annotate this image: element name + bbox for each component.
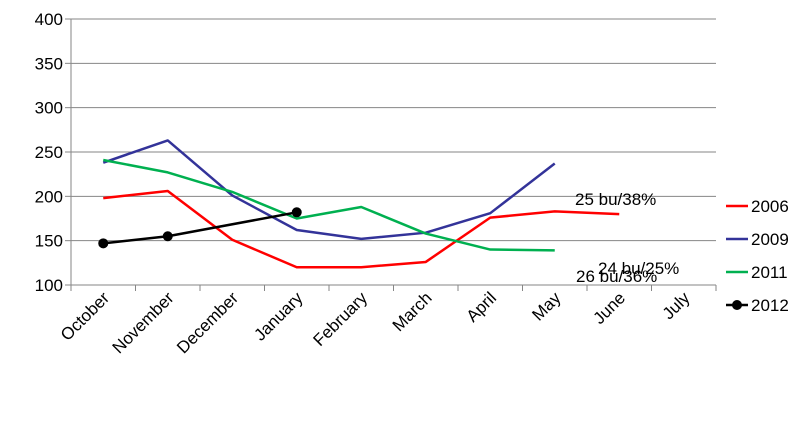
legend-label-2006: 2006 (751, 197, 789, 216)
y-tick-label: 350 (35, 54, 63, 73)
annotation-2006: 24 bu/25% (598, 259, 679, 278)
y-axis-ticks: 100 150 200 250 300 350 400 (35, 10, 72, 295)
x-tick-label: January (250, 288, 307, 345)
legend: 2006 2009 2011 2012 (726, 197, 789, 315)
y-tick-label: 300 (35, 99, 63, 118)
x-tick-label: June (590, 288, 630, 328)
x-tick-label: July (659, 288, 694, 323)
legend-marker-2012 (732, 300, 742, 310)
y-tick-label: 250 (35, 143, 63, 162)
series-lines (98, 139, 620, 269)
x-tick-label: April (463, 288, 500, 325)
data-point-2012 (162, 231, 173, 242)
legend-label-2012: 2012 (751, 296, 789, 315)
series-line-2009 (102, 139, 556, 241)
x-tick-label: February (310, 288, 372, 350)
series-line-2006 (103, 189, 620, 269)
x-tick-label: November (109, 288, 178, 357)
data-point-2012 (291, 207, 302, 218)
y-tick-label: 400 (35, 10, 63, 29)
series-line-2011 (103, 158, 555, 252)
x-tick-label: March (389, 288, 436, 335)
annotation-2011: 26 bu/36% (576, 267, 657, 286)
legend-label-2011: 2011 (751, 263, 788, 282)
x-tick-label: October (57, 288, 113, 344)
annotation-2009: 25 bu/38% (575, 190, 656, 209)
y-tick-label: 150 (35, 232, 63, 251)
gridlines (71, 18, 716, 286)
data-point-2012 (98, 238, 109, 249)
x-tick-label: December (173, 288, 242, 357)
annotations: 25 bu/38% 24 bu/25%26 bu/36% (575, 190, 679, 286)
y-tick-label: 200 (35, 187, 63, 206)
y-tick-label: 100 (35, 276, 63, 295)
x-tick-label: May (528, 288, 564, 324)
legend-label-2009: 2009 (751, 230, 789, 249)
